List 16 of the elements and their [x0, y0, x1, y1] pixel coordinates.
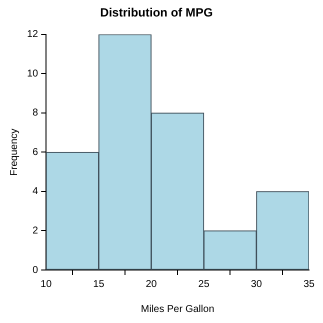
y-tick-label: 4 — [32, 186, 39, 198]
y-tick-label: 12 — [27, 29, 39, 40]
x-axis-title: Miles Per Gallon — [140, 304, 214, 315]
y-tick-label: 6 — [32, 146, 39, 158]
chart-title: Distribution of MPG — [100, 6, 213, 20]
y-tick-label: 8 — [32, 108, 39, 119]
y-tick-label: 0 — [32, 264, 39, 276]
x-tick-label: 35 — [303, 278, 315, 290]
x-tick-label: 25 — [198, 278, 210, 290]
y-tick-label: 10 — [27, 68, 39, 80]
x-tick-label: 15 — [93, 278, 105, 290]
y-tick-label: 2 — [32, 225, 39, 236]
x-tick-label: 10 — [40, 278, 52, 290]
y-axis-title: Frequency — [8, 128, 20, 176]
x-tick-label: 20 — [146, 278, 158, 290]
x-tick-label: 30 — [250, 278, 262, 290]
